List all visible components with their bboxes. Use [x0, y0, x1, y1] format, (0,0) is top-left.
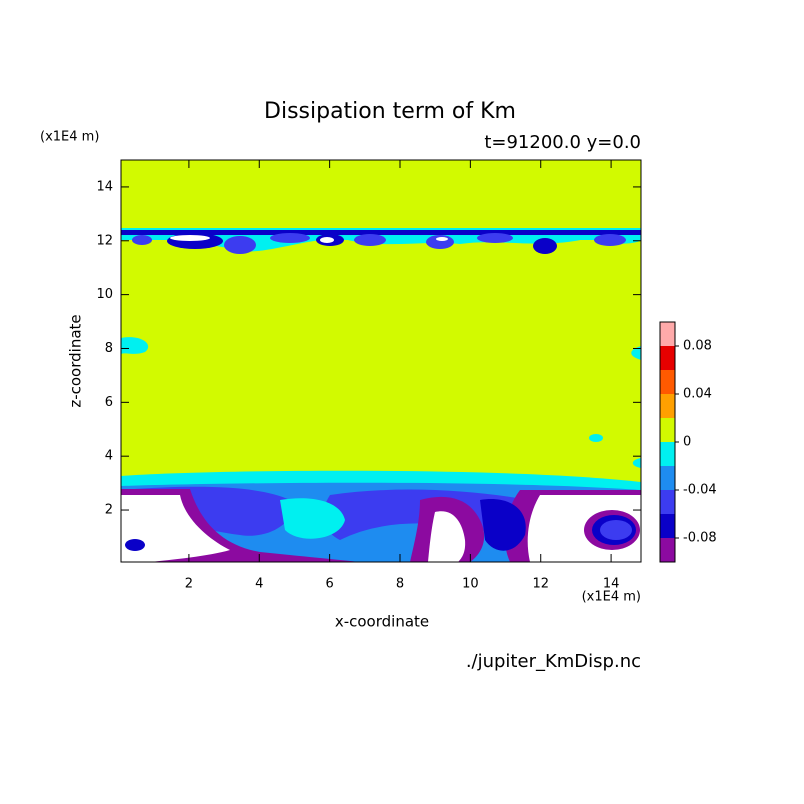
x-tick-label: 4: [255, 577, 263, 592]
chart-subtitle: t=91200.0 y=0.0: [484, 132, 641, 153]
colorbar-segment: [660, 346, 675, 370]
plot-frame: [120, 159, 642, 563]
y-tick-label: 10: [96, 287, 113, 302]
x-tick-label: 10: [462, 577, 479, 592]
region: [589, 434, 603, 442]
offscale-region: [121, 495, 230, 562]
region: [594, 234, 626, 246]
colorbar-tick-label: -0.08: [683, 531, 717, 546]
y-tick-label: 12: [96, 233, 113, 248]
x-tick-label: 2: [185, 577, 193, 592]
x-tick-label: 14: [603, 577, 620, 592]
colorbar-segment: [660, 418, 675, 442]
x-tick-label: 6: [325, 577, 333, 592]
region: [632, 458, 641, 468]
y-tick-label: 14: [96, 179, 113, 194]
y-tick-label: 2: [105, 503, 113, 518]
colorbar-tick-label: 0.04: [683, 387, 712, 402]
colorbar-tick-label: -0.04: [683, 483, 717, 498]
y-axis-label: z-coordinate: [67, 314, 85, 407]
y-tick-label: 4: [105, 449, 113, 464]
offscale-region: [320, 237, 334, 243]
offscale-region: [170, 235, 210, 241]
x-axis-label: x-coordinate: [335, 613, 429, 631]
region: [125, 539, 145, 551]
colorbar-segment: [660, 370, 675, 394]
colorbar-tick-label: 0.08: [683, 339, 712, 354]
chart-title: Dissipation term of Km: [264, 99, 516, 124]
contour-field: [121, 160, 641, 562]
x-unit: (x1E4 m): [582, 590, 641, 605]
colorbar-frame: [659, 321, 676, 563]
region: [480, 499, 526, 551]
colorbar-segment: [660, 538, 675, 562]
offscale-region: [428, 511, 466, 562]
region: [600, 520, 632, 540]
y-unit: (x1E4 m): [40, 130, 99, 145]
region: [354, 234, 386, 246]
colorbar-segment: [660, 394, 675, 418]
colorbar-segment: [660, 322, 675, 346]
region: [270, 233, 310, 243]
region: [132, 235, 152, 245]
y-tick-label: 6: [105, 395, 113, 410]
region: [533, 238, 557, 254]
region: [280, 498, 345, 539]
region: [426, 235, 454, 249]
colorbar-segment: [660, 490, 675, 514]
region: [121, 230, 641, 235]
offscale-region: [436, 237, 448, 241]
region: [477, 233, 513, 243]
x-tick-label: 8: [396, 577, 404, 592]
region: [121, 337, 149, 354]
x-tick-label: 12: [532, 577, 549, 592]
y-tick-label: 8: [105, 341, 113, 356]
colorbar-tick-label: 0: [683, 435, 691, 450]
colorbar-segment: [660, 442, 675, 466]
colorbar-segment: [660, 514, 675, 538]
source-file: ./jupiter_KmDisp.nc: [466, 651, 641, 672]
colorbar-segment: [660, 466, 675, 490]
region: [631, 346, 641, 360]
region: [224, 236, 256, 254]
